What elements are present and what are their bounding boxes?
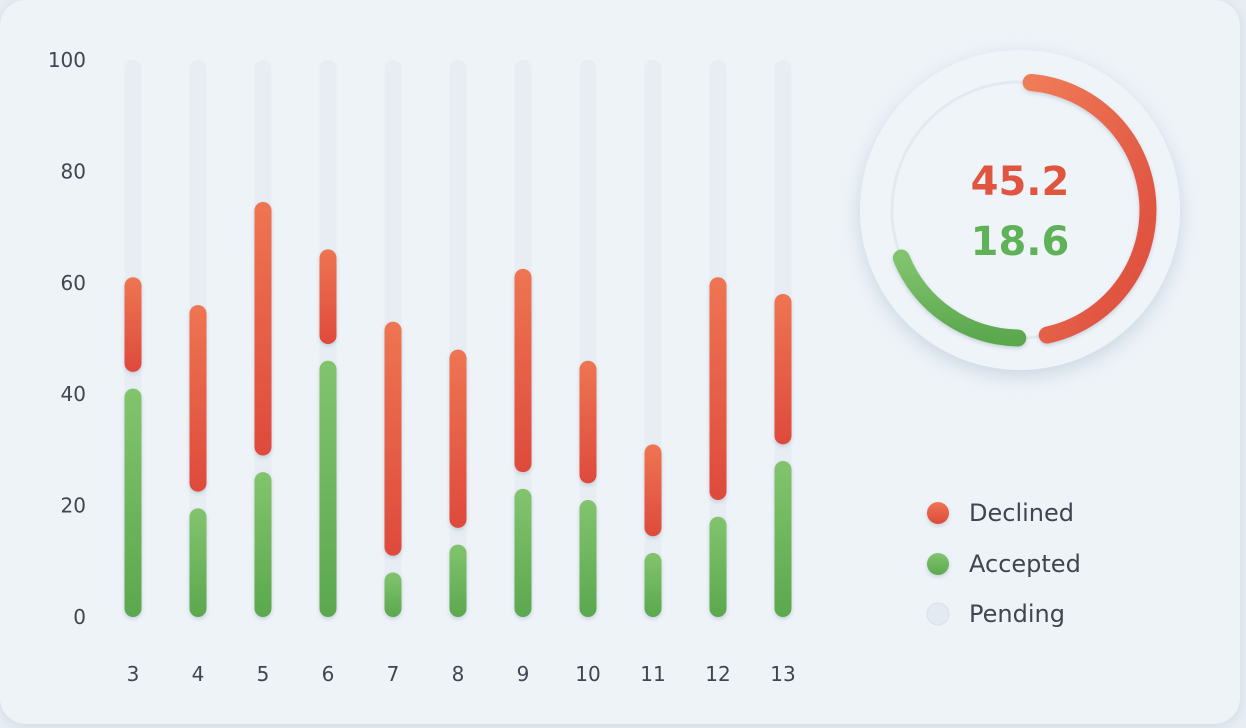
x-tick-label: 9 — [517, 662, 530, 686]
bar-declined — [514, 268, 532, 473]
bar-accepted — [774, 461, 792, 617]
bar-declined — [644, 444, 662, 537]
bar-declined — [774, 293, 792, 445]
x-tick-label: 4 — [192, 662, 205, 686]
bar-declined — [319, 249, 337, 345]
bar-accepted — [124, 388, 142, 617]
x-tick-label: 3 — [127, 662, 140, 686]
bar-accepted — [189, 508, 207, 617]
legend-item-accepted: Accepted — [927, 550, 1081, 578]
x-tick-label: 13 — [770, 662, 795, 686]
x-tick-label: 11 — [640, 662, 665, 686]
bar-declined — [709, 277, 727, 501]
x-tick-label: 12 — [705, 662, 730, 686]
legend-label-pending: Pending — [969, 600, 1065, 628]
bar-declined — [579, 360, 597, 484]
bar-declined — [124, 277, 142, 372]
y-tick-label: 60 — [61, 271, 86, 295]
bar-accepted — [709, 516, 727, 617]
bar-accepted — [319, 360, 337, 617]
donut-declined-value: 45.2 — [971, 159, 1070, 205]
x-tick-label: 10 — [575, 662, 600, 686]
x-tick-label: 8 — [452, 662, 465, 686]
legend-item-pending: Pending — [926, 600, 1065, 628]
bar-accepted — [449, 544, 467, 617]
legend-swatch-declined — [927, 502, 949, 524]
donut-background — [860, 50, 1180, 370]
x-tick-label: 5 — [257, 662, 270, 686]
legend-item-declined: Declined — [927, 499, 1074, 527]
x-tick-label: 7 — [387, 662, 400, 686]
bar-declined — [384, 321, 402, 556]
bar-declined — [189, 305, 207, 492]
y-axis: 0 20 40 60 80 100 — [48, 48, 86, 629]
donut-arc-accepted — [892, 249, 1027, 347]
legend-label-declined: Declined — [969, 499, 1074, 527]
bar-pending — [449, 60, 467, 617]
bar-accepted — [644, 552, 662, 617]
legend-swatch-pending — [926, 602, 950, 626]
donut-arc-declined — [1022, 73, 1157, 344]
x-tick-label: 6 — [322, 662, 335, 686]
bars-group — [124, 60, 792, 617]
bar-declined — [254, 202, 272, 456]
y-tick-label: 80 — [61, 159, 86, 183]
donut-chart: 45.2 18.6 — [860, 50, 1180, 370]
y-tick-label: 100 — [48, 48, 86, 72]
bar-accepted — [579, 500, 597, 617]
bar-declined — [449, 349, 467, 528]
legend: Declined Accepted Pending — [926, 499, 1081, 628]
legend-label-accepted: Accepted — [969, 550, 1081, 578]
y-tick-label: 40 — [61, 382, 86, 406]
legend-swatch-accepted — [927, 553, 949, 575]
y-tick-label: 0 — [73, 605, 86, 629]
bar-accepted — [514, 488, 532, 617]
bar-accepted — [384, 572, 402, 617]
x-axis: 3 4 5 6 7 8 9 10 11 12 13 — [127, 662, 796, 686]
donut-accepted-value: 18.6 — [971, 219, 1070, 265]
y-tick-label: 20 — [61, 494, 86, 518]
bar-accepted — [254, 472, 272, 617]
